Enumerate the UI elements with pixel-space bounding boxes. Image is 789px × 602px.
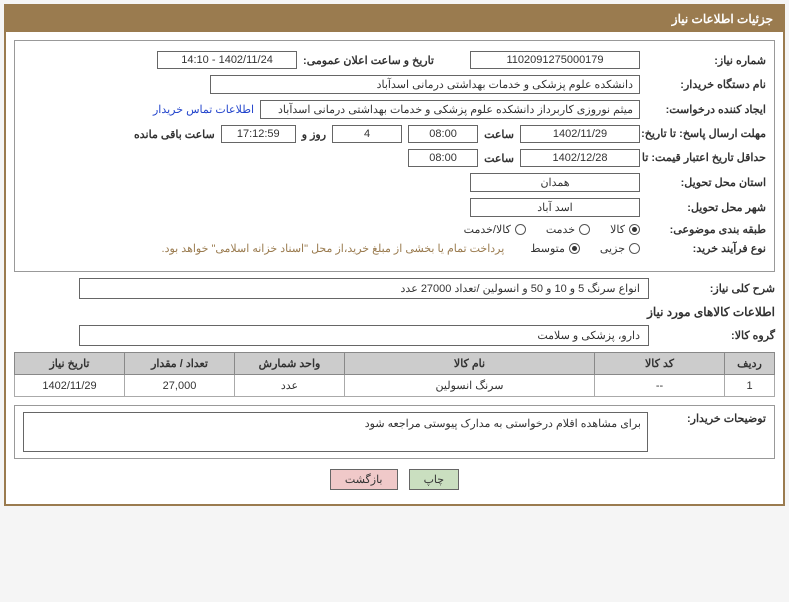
need-desc-label: شرح کلی نیاز: [655, 282, 775, 295]
radio-icon [579, 224, 590, 235]
announce-label: تاریخ و ساعت اعلان عمومی: [303, 54, 434, 67]
button-bar: چاپ بازگشت [14, 459, 775, 496]
radio-both[interactable]: کالا/خدمت [464, 223, 526, 236]
province-value: همدان [470, 173, 640, 192]
radio-icon [629, 224, 640, 235]
contact-link[interactable]: اطلاعات تماس خریدار [153, 103, 254, 116]
payment-note: پرداخت تمام یا بخشی از مبلغ خرید،از محل … [162, 242, 505, 255]
city-label: شهر محل تحویل: [646, 201, 766, 214]
th-qty: تعداد / مقدار [125, 353, 235, 375]
min-valid-date: 1402/12/28 [520, 149, 640, 167]
th-name: نام کالا [345, 353, 595, 375]
group-value: دارو، پزشکی و سلامت [79, 325, 649, 346]
class-radio-group: کالا خدمت کالا/خدمت [464, 223, 640, 236]
buyer-notes-panel: توضیحات خریدار: برای مشاهده اقلام درخواس… [14, 405, 775, 459]
td-unit: عدد [235, 375, 345, 397]
radio-icon [569, 243, 580, 254]
buyer-notes-value: برای مشاهده اقلام درخواستی به مدارک پیوس… [23, 412, 648, 452]
th-unit: واحد شمارش [235, 353, 345, 375]
th-date: تاریخ نیاز [15, 353, 125, 375]
info-panel: شماره نیاز: 1102091275000179 تاریخ و ساع… [14, 40, 775, 272]
need-no-label: شماره نیاز: [646, 54, 766, 67]
group-label: گروه کالا: [655, 329, 775, 342]
radio-kala[interactable]: کالا [610, 223, 640, 236]
td-qty: 27,000 [125, 375, 235, 397]
buyer-org-value: دانشکده علوم پزشکی و خدمات بهداشتی درمان… [210, 75, 640, 94]
items-table: ردیف کد کالا نام کالا واحد شمارش تعداد /… [14, 352, 775, 397]
need-no-value: 1102091275000179 [470, 51, 640, 69]
announce-value: 1402/11/24 - 14:10 [157, 51, 297, 69]
radio-medium[interactable]: متوسط [530, 242, 580, 255]
table-header-row: ردیف کد کالا نام کالا واحد شمارش تعداد /… [15, 353, 775, 375]
radio-khedmat[interactable]: خدمت [546, 223, 590, 236]
city-value: اسد آباد [470, 198, 640, 217]
back-button[interactable]: بازگشت [330, 469, 398, 490]
min-valid-label: حداقل تاریخ اعتبار قیمت: تا تاریخ: [646, 151, 766, 165]
table-row: 1 -- سرنگ انسولین عدد 27,000 1402/11/29 [15, 375, 775, 397]
requester-label: ایجاد کننده درخواست: [646, 103, 766, 116]
province-label: استان محل تحویل: [646, 176, 766, 189]
time-remain: 17:12:59 [221, 125, 296, 143]
panel-header: جزئیات اطلاعات نیاز [6, 6, 783, 32]
requester-value: میثم نوروزی کاربرداز دانشکده علوم پزشکی … [260, 100, 640, 119]
header-title: جزئیات اطلاعات نیاز [672, 12, 773, 26]
time-label-1: ساعت [484, 128, 514, 141]
buy-type-label: نوع فرآیند خرید: [646, 242, 766, 255]
days-remain: 4 [332, 125, 402, 143]
td-idx: 1 [725, 375, 775, 397]
td-name: سرنگ انسولین [345, 375, 595, 397]
remain-label: ساعت باقی مانده [134, 128, 215, 141]
th-code: کد کالا [595, 353, 725, 375]
radio-icon [515, 224, 526, 235]
td-date: 1402/11/29 [15, 375, 125, 397]
goods-section-title: اطلاعات کالاهای مورد نیاز [14, 305, 775, 319]
buyer-notes-label: توضیحات خریدار: [656, 412, 766, 452]
radio-icon [629, 243, 640, 254]
main-frame: جزئیات اطلاعات نیاز شماره نیاز: 11020912… [4, 4, 785, 506]
buy-type-radio-group: جزیی متوسط [530, 242, 640, 255]
buyer-org-label: نام دستگاه خریدار: [646, 78, 766, 91]
content-area: شماره نیاز: 1102091275000179 تاریخ و ساع… [6, 32, 783, 504]
deadline-time: 08:00 [408, 125, 478, 143]
days-and-label: روز و [302, 128, 326, 141]
radio-jozi[interactable]: جزیی [600, 242, 640, 255]
deadline-date: 1402/11/29 [520, 125, 640, 143]
min-valid-time: 08:00 [408, 149, 478, 167]
time-label-2: ساعت [484, 152, 514, 165]
th-idx: ردیف [725, 353, 775, 375]
print-button[interactable]: چاپ [409, 469, 460, 490]
need-desc-value: انواع سرنگ 5 و 10 و 50 و انسولین /تعداد … [79, 278, 649, 299]
td-code: -- [595, 375, 725, 397]
deadline-label: مهلت ارسال پاسخ: تا تاریخ: [646, 127, 766, 141]
class-label: طبقه بندی موضوعی: [646, 223, 766, 236]
